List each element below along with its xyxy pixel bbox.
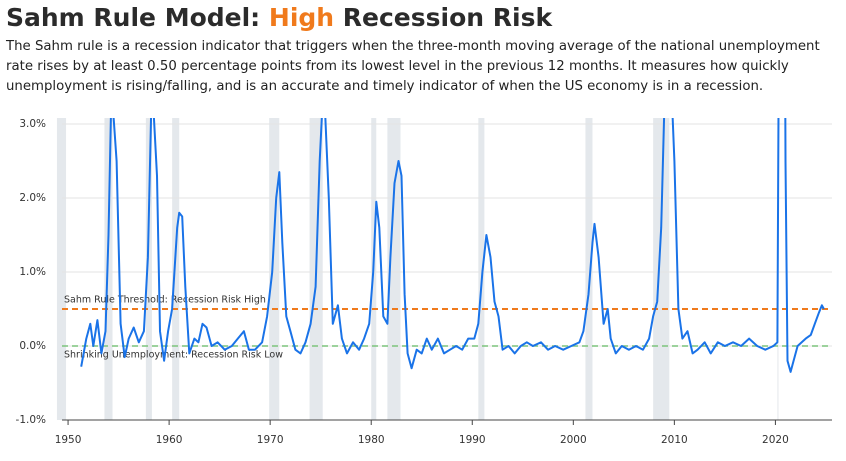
y-tick-label: 1.0% bbox=[19, 266, 46, 278]
recession-band bbox=[56, 118, 67, 420]
title-prefix: Sahm Rule Model: bbox=[6, 3, 269, 32]
y-tick-label: 3.0% bbox=[19, 118, 46, 130]
x-tick-label: 2000 bbox=[560, 434, 587, 446]
x-tick-label: 1960 bbox=[156, 434, 183, 446]
recession-band bbox=[478, 118, 485, 420]
title: Sahm Rule Model: High Recession Risk bbox=[6, 3, 552, 32]
x-tick-label: 2020 bbox=[762, 434, 789, 446]
recession-band bbox=[172, 118, 180, 420]
x-tick-label: 1950 bbox=[55, 434, 82, 446]
plot-area bbox=[80, 118, 825, 373]
x-tick-label: 1990 bbox=[459, 434, 486, 446]
recession-band bbox=[387, 118, 401, 420]
x-tick-label: 1980 bbox=[358, 434, 385, 446]
series-line bbox=[80, 118, 825, 373]
recession-band bbox=[104, 118, 113, 420]
title-highlight: High bbox=[268, 3, 335, 32]
x-tick-label: 2010 bbox=[661, 434, 688, 446]
title-suffix: Recession Risk bbox=[334, 3, 553, 32]
recession-band bbox=[653, 118, 670, 420]
y-tick-label: 0.0% bbox=[19, 340, 46, 352]
recession-band bbox=[269, 118, 280, 420]
recession-band bbox=[585, 118, 593, 420]
recession-band bbox=[145, 118, 152, 420]
y-tick-label: 2.0% bbox=[19, 192, 46, 204]
y-tick-label: -1.0% bbox=[16, 414, 46, 426]
threshold-label: Shrinking Unemployment: Recession Risk L… bbox=[64, 350, 283, 361]
description: The Sahm rule is a recession indicator t… bbox=[6, 39, 820, 94]
threshold-label: Sahm Rule Threshold: Recession Risk High bbox=[64, 295, 266, 306]
x-tick-label: 1970 bbox=[257, 434, 284, 446]
